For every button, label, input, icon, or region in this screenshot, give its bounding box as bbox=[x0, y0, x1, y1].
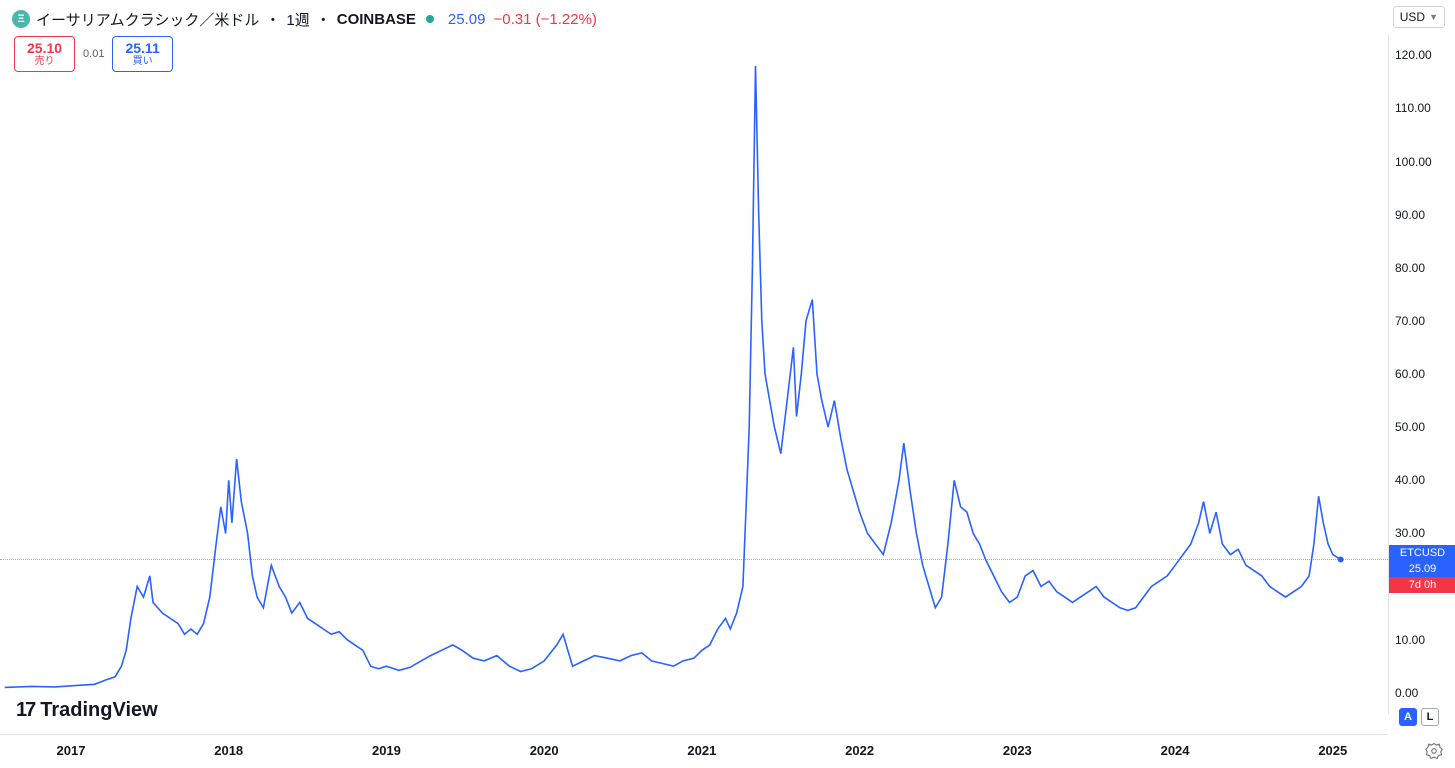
x-tick-label: 2020 bbox=[530, 743, 559, 758]
interval-label[interactable]: 1週 bbox=[286, 9, 309, 30]
y-tick-label: 100.00 bbox=[1395, 155, 1432, 169]
y-tick-label: 40.00 bbox=[1395, 473, 1425, 487]
y-tick-label: 30.00 bbox=[1395, 526, 1425, 540]
y-tick-label: 0.00 bbox=[1395, 686, 1418, 700]
log-scale-badge[interactable]: L bbox=[1421, 708, 1439, 726]
x-axis[interactable]: 2017 2018 2019 2020 2021 2022 2023 2024 2025 bbox=[0, 734, 1388, 768]
chart-plot[interactable] bbox=[0, 34, 1388, 714]
chevron-down-icon: ▼ bbox=[1429, 12, 1438, 22]
price-tag-symbol: ETCUSD bbox=[1389, 545, 1455, 561]
price-tag-countdown: 7d 0h bbox=[1389, 577, 1455, 593]
price-tag-price: 25.09 bbox=[1389, 561, 1455, 577]
tradingview-logo[interactable]: 17 TradingView bbox=[16, 699, 158, 722]
tv-logo-mark: 17 bbox=[16, 699, 34, 722]
y-tick-label: 110.00 bbox=[1395, 101, 1431, 115]
tv-logo-text: TradingView bbox=[40, 699, 157, 722]
auto-scale-badge[interactable]: A bbox=[1399, 708, 1417, 726]
y-tick-label: 70.00 bbox=[1395, 314, 1425, 328]
y-tick-label: 90.00 bbox=[1395, 208, 1425, 222]
last-price: 25.09 bbox=[448, 11, 486, 28]
price-change: −0.31 bbox=[493, 11, 531, 28]
x-tick-label: 2024 bbox=[1161, 743, 1190, 758]
x-tick-label: 2025 bbox=[1318, 743, 1347, 758]
separator: ・ bbox=[316, 9, 331, 30]
exchange-label[interactable]: COINBASE bbox=[337, 11, 416, 28]
gear-icon[interactable] bbox=[1425, 742, 1443, 760]
y-axis[interactable]: 0.0010.0020.0030.0040.0050.0060.0070.008… bbox=[1388, 34, 1455, 714]
price-change-pct: (−1.22%) bbox=[536, 11, 597, 28]
symbol-name[interactable]: イーサリアムクラシック／米ドル bbox=[36, 9, 259, 30]
x-tick-label: 2022 bbox=[845, 743, 874, 758]
y-tick-label: 10.00 bbox=[1395, 633, 1425, 647]
price-line-series bbox=[5, 66, 1341, 688]
y-tick-label: 80.00 bbox=[1395, 261, 1425, 275]
chart-root: Ξ イーサリアムクラシック／米ドル ・ 1週 ・ COINBASE 25.09 … bbox=[0, 0, 1455, 768]
currency-label: USD bbox=[1400, 10, 1425, 24]
y-tick-label: 50.00 bbox=[1395, 420, 1425, 434]
chart-header: Ξ イーサリアムクラシック／米ドル ・ 1週 ・ COINBASE 25.09 … bbox=[12, 8, 1443, 30]
x-tick-label: 2017 bbox=[57, 743, 86, 758]
x-tick-label: 2023 bbox=[1003, 743, 1032, 758]
currency-selector[interactable]: USD ▼ bbox=[1393, 6, 1445, 28]
market-status-dot bbox=[426, 15, 434, 23]
x-tick-label: 2019 bbox=[372, 743, 401, 758]
x-tick-label: 2018 bbox=[214, 743, 243, 758]
current-price-line bbox=[0, 559, 1388, 560]
price-series-svg bbox=[0, 34, 1388, 714]
symbol-icon: Ξ bbox=[12, 10, 30, 28]
price-axis-tag[interactable]: ETCUSD25.097d 0h bbox=[1389, 545, 1455, 593]
y-tick-label: 60.00 bbox=[1395, 367, 1425, 381]
separator: ・ bbox=[265, 9, 280, 30]
x-tick-label: 2021 bbox=[687, 743, 716, 758]
y-tick-label: 120.00 bbox=[1395, 48, 1432, 62]
